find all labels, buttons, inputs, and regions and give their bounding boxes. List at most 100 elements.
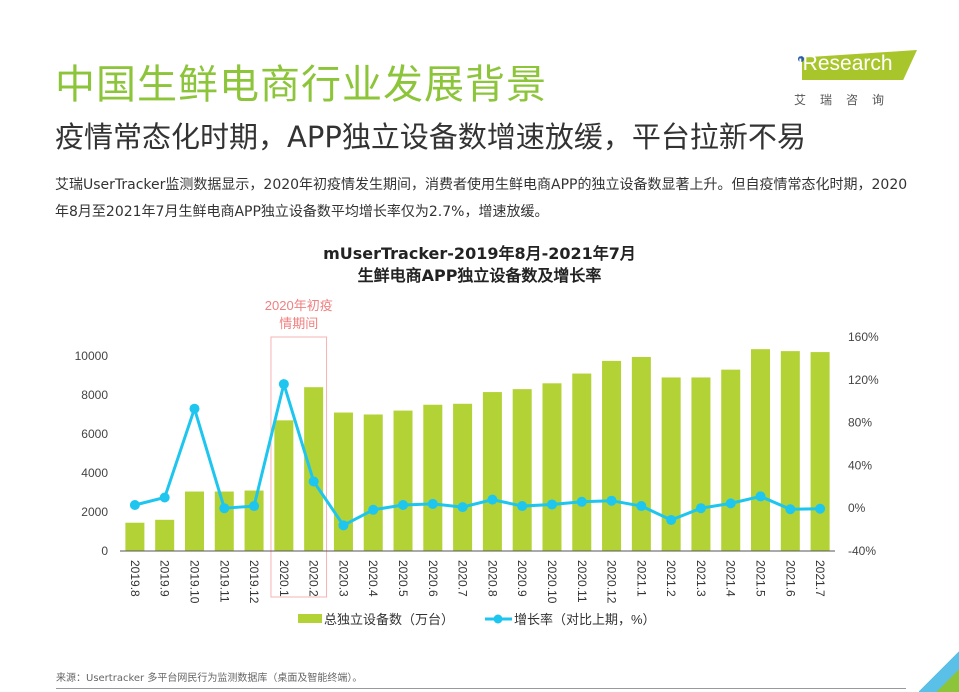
x-tick-label: 2020.9 (515, 560, 529, 597)
legend-bar-label: 总独立设备数（万台） (324, 612, 454, 627)
x-tick-label: 2020.8 (485, 560, 499, 597)
x-tick-label: 2020.12 (605, 560, 619, 604)
bar-2020.9 (512, 389, 532, 551)
legend-line-label: 增长率（对比上期，%） (514, 612, 656, 627)
bar-2020.7 (453, 403, 473, 551)
growth-point-2019.9 (159, 492, 170, 503)
x-tick-label: 2019.8 (128, 560, 142, 597)
bar-2019.11 (214, 491, 234, 551)
growth-point-2019.8 (129, 499, 140, 510)
x-tick-label: 2019.11 (217, 560, 231, 603)
y-left-tick-label: 2000 (81, 505, 108, 519)
x-tick-label: 2021.7 (813, 560, 827, 597)
y-right-tick-label: 80% (848, 416, 872, 430)
growth-point-2019.12 (249, 501, 260, 512)
growth-point-2021.1 (636, 501, 647, 512)
growth-point-2021.5 (755, 491, 766, 502)
bar-2020.11 (572, 373, 592, 551)
annotation-text-line2: 情期间 (279, 316, 318, 331)
y-right-tick-label: 160% (848, 330, 879, 344)
y-left-tick-label: 8000 (81, 388, 108, 402)
y-right-tick-label: -40% (848, 544, 876, 558)
y-left-tick-label: 0 (101, 544, 108, 558)
x-tick-label: 2020.7 (456, 560, 470, 597)
x-tick-label: 2020.4 (366, 560, 380, 597)
x-tick-label: 2020.11 (575, 560, 589, 603)
x-tick-label: 2020.5 (396, 560, 410, 597)
growth-point-2021.7 (815, 503, 826, 514)
x-tick-label: 2021.5 (754, 560, 768, 597)
bar-2020.12 (602, 360, 622, 551)
y-right-tick-label: 0% (848, 501, 866, 515)
growth-point-2021.6 (785, 504, 796, 515)
bar-2021.7 (810, 352, 830, 551)
x-tick-label: 2019.10 (187, 560, 201, 604)
growth-point-2020.5 (398, 499, 409, 510)
bar-2020.8 (482, 392, 502, 551)
corner-decoration (919, 642, 959, 692)
legend-bar-swatch (298, 614, 322, 623)
x-tick-label: 2020.3 (336, 560, 350, 597)
growth-point-2020.1 (278, 379, 289, 390)
footer-divider (56, 688, 906, 689)
growth-point-2021.3 (695, 503, 706, 514)
growth-point-2020.8 (487, 494, 498, 505)
x-tick-label: 2021.4 (724, 560, 738, 597)
growth-point-2020.4 (368, 504, 379, 515)
x-tick-label: 2021.2 (664, 560, 678, 597)
growth-point-2020.2 (308, 476, 319, 487)
x-tick-label: 2021.3 (694, 560, 708, 597)
y-right-tick-label: 120% (848, 373, 879, 387)
bar-2021.1 (631, 356, 651, 551)
chart-title-line1: mUserTracker-2019年8月-2021年7月 (323, 244, 636, 263)
growth-point-2021.4 (725, 498, 736, 509)
growth-point-2019.11 (219, 503, 230, 514)
y-left-tick-label: 10000 (75, 349, 109, 363)
bar-2020.1 (274, 420, 294, 551)
x-tick-label: 2019.9 (158, 560, 172, 597)
growth-line (134, 378, 821, 528)
y-left-tick-label: 6000 (81, 427, 108, 441)
growth-point-2020.7 (457, 502, 468, 513)
y-right-tick-label: 40% (848, 458, 872, 472)
bar-2019.12 (244, 490, 264, 551)
bar-2019.8 (125, 522, 145, 551)
page-title: 中国生鲜电商行业发展背景 (55, 62, 547, 108)
bar-2020.2 (304, 387, 324, 551)
x-tick-label: 2021.1 (634, 560, 648, 597)
x-tick-label: 2020.10 (545, 560, 559, 604)
bar-2020.10 (542, 383, 562, 551)
logo-cn: 艾瑞咨询 (794, 93, 899, 107)
bar-2021.3 (691, 377, 711, 551)
bar-2020.5 (393, 410, 413, 551)
bar-2021.4 (721, 369, 741, 551)
iresearch-logo: iResearch 艾瑞咨询 (792, 50, 922, 110)
y-left-tick-label: 4000 (81, 466, 108, 480)
page-subtitle: 疫情常态化时期，APP独立设备数增速放缓，平台拉新不易 (55, 120, 806, 154)
bar-2019.10 (184, 491, 204, 551)
bar-2021.6 (780, 351, 800, 551)
bar-2021.2 (661, 377, 681, 551)
x-tick-label: 2020.2 (307, 560, 321, 597)
growth-point-2020.10 (546, 499, 557, 510)
logo-text: iResearch (798, 52, 893, 75)
annotation-box (270, 336, 328, 598)
growth-point-2020.6 (427, 498, 438, 509)
description: 艾瑞UserTracker监测数据显示，2020年初疫情发生期间，消费者使用生鲜… (55, 177, 908, 220)
bar-2019.9 (155, 519, 175, 551)
x-tick-label: 2020.1 (277, 560, 291, 597)
legend-line-marker (493, 614, 503, 624)
bar-2021.5 (751, 349, 771, 551)
growth-point-2020.12 (606, 495, 617, 506)
growth-point-2020.11 (576, 496, 587, 507)
x-tick-label: 2020.6 (426, 560, 440, 597)
source-note: 来源：Usertracker 多平台网民行为监测数据库（桌面及智能终端）。 (56, 673, 363, 684)
x-tick-label: 2019.12 (247, 560, 261, 604)
growth-point-2020.9 (517, 501, 528, 512)
bar-2020.6 (423, 404, 443, 551)
bar-2020.4 (363, 414, 383, 551)
growth-point-2019.10 (189, 403, 200, 414)
x-tick-label: 2021.6 (783, 560, 797, 597)
growth-point-2020.3 (338, 520, 349, 531)
